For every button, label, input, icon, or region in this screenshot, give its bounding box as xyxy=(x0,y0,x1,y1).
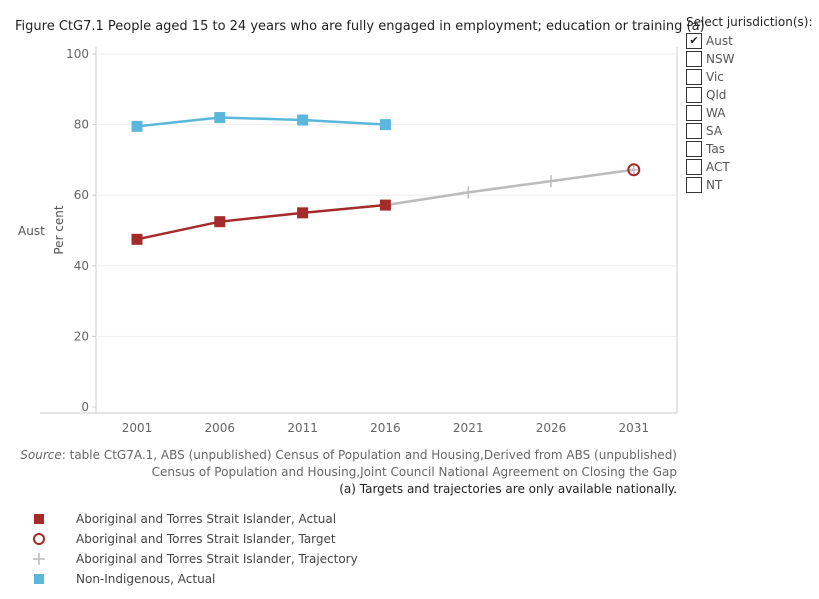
jurisdiction-option-label: Tas xyxy=(706,142,725,156)
checkbox[interactable] xyxy=(686,177,702,193)
square-marker-icon xyxy=(28,569,50,589)
x-tick-label: 2001 xyxy=(122,421,153,435)
y-tick-label: 40 xyxy=(74,259,89,273)
checkbox[interactable] xyxy=(686,141,702,157)
row-label: Aust xyxy=(18,224,45,238)
data-point-plus xyxy=(627,163,640,176)
data-point-plus xyxy=(462,186,475,199)
data-point-square xyxy=(131,120,143,132)
source-text: : table CtG7A.1, ABS (unpublished) Censu… xyxy=(61,448,677,479)
jurisdiction-option-label: Aust xyxy=(706,34,733,48)
jurisdiction-option-tas[interactable]: Tas xyxy=(686,140,734,158)
y-tick-label: 60 xyxy=(74,188,89,202)
y-tick-label: 100 xyxy=(66,47,89,61)
data-point-square xyxy=(379,119,391,131)
checkbox[interactable]: ✔ xyxy=(686,33,702,49)
x-tick-label: 2021 xyxy=(453,421,484,435)
chart-title: Figure CtG7.1 People aged 15 to 24 years… xyxy=(15,19,705,34)
square-marker-icon xyxy=(28,509,50,529)
jurisdiction-option-act[interactable]: ACT xyxy=(686,158,734,176)
jurisdiction-filter-label: Select jurisdiction(s): xyxy=(686,15,813,29)
jurisdiction-option-qld[interactable]: Qld xyxy=(686,86,734,104)
jurisdiction-option-label: Qld xyxy=(706,88,727,102)
y-tick-label: 0 xyxy=(81,400,89,414)
legend-label: Aboriginal and Torres Strait Islander, T… xyxy=(76,532,336,546)
source-prefix: Source xyxy=(20,448,62,462)
checkbox[interactable] xyxy=(686,69,702,85)
data-point-target xyxy=(627,163,641,177)
plus-marker-icon xyxy=(28,549,50,569)
jurisdiction-option-sa[interactable]: SA xyxy=(686,122,734,140)
jurisdiction-option-aust[interactable]: ✔ Aust xyxy=(686,32,734,50)
jurisdiction-option-label: ACT xyxy=(706,160,730,174)
legend-item[interactable]: Aboriginal and Torres Strait Islander, A… xyxy=(28,509,358,529)
x-tick-label: 2016 xyxy=(370,421,401,435)
line-chart: 0 20 40 60 80 100 2001 2006 2011 2016 2021 2026 2031… xyxy=(18,47,678,435)
legend-label: Aboriginal and Torres Strait Islander, A… xyxy=(76,512,337,526)
jurisdiction-option-label: Vic xyxy=(706,70,724,84)
y-tick-label: 80 xyxy=(74,118,89,132)
data-point-square xyxy=(297,207,309,219)
jurisdiction-option-nsw[interactable]: NSW xyxy=(686,50,734,68)
legend-label: Aboriginal and Torres Strait Islander, T… xyxy=(76,552,358,566)
jurisdiction-option-nt[interactable]: NT xyxy=(686,176,734,194)
data-point-square xyxy=(297,114,309,126)
data-point-square xyxy=(131,233,143,245)
circle-marker-icon xyxy=(28,529,50,549)
jurisdiction-option-label: WA xyxy=(706,106,726,120)
jurisdiction-option-label: NT xyxy=(706,178,723,192)
series-line xyxy=(136,203,386,241)
data-point-plus xyxy=(545,175,557,188)
legend-item[interactable]: Aboriginal and Torres Strait Islander, T… xyxy=(28,549,358,569)
checkbox[interactable] xyxy=(686,105,702,121)
y-tick-label: 20 xyxy=(74,329,89,343)
x-tick-label: 2011 xyxy=(287,421,318,435)
jurisdiction-option-wa[interactable]: WA xyxy=(686,104,734,122)
x-tick-label: 2006 xyxy=(205,421,236,435)
checkbox[interactable] xyxy=(686,159,702,175)
series-line xyxy=(136,116,386,128)
checkbox[interactable] xyxy=(686,123,702,139)
jurisdiction-option-label: NSW xyxy=(706,52,735,66)
legend-label: Non-Indigenous, Actual xyxy=(76,572,216,586)
checkbox[interactable] xyxy=(686,51,702,67)
jurisdiction-filter: ✔ Aust NSW Vic Qld WA SA Tas ACT NT xyxy=(686,32,734,194)
series-line xyxy=(385,168,634,207)
jurisdiction-option-label: SA xyxy=(706,124,723,138)
legend-item[interactable]: Non-Indigenous, Actual xyxy=(28,569,358,589)
footnote: (a) Targets and trajectories are only av… xyxy=(339,482,677,496)
y-axis-label: Per cent xyxy=(52,205,66,255)
checkbox[interactable] xyxy=(686,87,702,103)
legend-item[interactable]: Aboriginal and Torres Strait Islander, T… xyxy=(28,529,358,549)
chart-legend: Aboriginal and Torres Strait Islander, A… xyxy=(28,509,358,589)
source-note: Source: table CtG7A.1, ABS (unpublished)… xyxy=(17,447,677,481)
x-tick-label: 2026 xyxy=(536,421,567,435)
data-point-square xyxy=(214,112,226,124)
jurisdiction-option-vic[interactable]: Vic xyxy=(686,68,734,86)
data-point-square xyxy=(214,216,226,228)
x-tick-label: 2031 xyxy=(619,421,650,435)
data-point-square xyxy=(379,199,391,211)
